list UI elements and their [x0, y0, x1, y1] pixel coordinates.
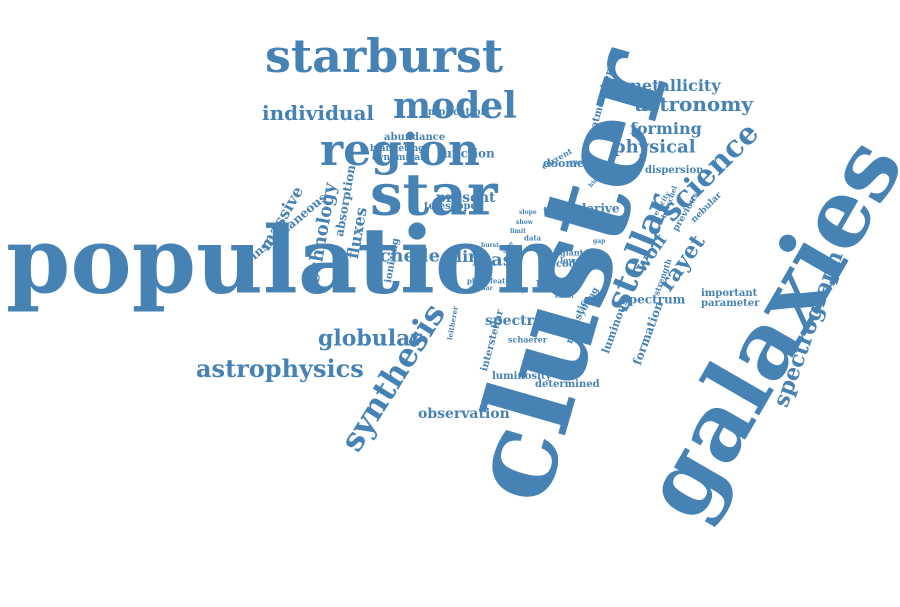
- word-blanketing: blanketing: [370, 143, 425, 154]
- word-starburst: starburst: [265, 29, 504, 84]
- word-ratio: ratio: [536, 275, 569, 290]
- word-determined: determined: [535, 379, 600, 390]
- word-lower: lower: [560, 255, 585, 266]
- word-luminosity: luminosity: [492, 371, 552, 382]
- word-similar: similar: [469, 285, 493, 293]
- word-star: star: [370, 160, 498, 229]
- word-dynamical: dynamical: [372, 152, 424, 163]
- word-spectra: spectra: [485, 312, 544, 329]
- word-astrophysics: astrophysics: [196, 353, 364, 383]
- word-effect: effect: [555, 293, 574, 301]
- word-dispersion: dispersion: [645, 165, 704, 176]
- word-phase: phase: [467, 276, 490, 286]
- word-doomed: doomed: [543, 157, 592, 171]
- word-line: line: [456, 247, 490, 267]
- word-type: type: [543, 204, 572, 219]
- word-model: model: [393, 85, 517, 128]
- word-population: population: [6, 206, 564, 315]
- word-giant: giant: [560, 247, 584, 258]
- word-spectrum: spectrum: [622, 292, 686, 307]
- word-gap: gap: [593, 238, 606, 246]
- word-basic: basic: [594, 224, 612, 232]
- word-burst: burst: [481, 242, 499, 250]
- word-telescope: telescope: [424, 201, 477, 212]
- word-observation: observation: [418, 405, 510, 422]
- word-show: show: [516, 219, 533, 227]
- word-code: code: [556, 259, 583, 270]
- word-spectral: spectral: [569, 157, 601, 167]
- word-present: present: [436, 189, 496, 206]
- word-implication: implication: [424, 107, 488, 118]
- word-important: important: [701, 288, 758, 299]
- word-physical: physical: [613, 136, 696, 158]
- word-slope: slope: [519, 209, 537, 217]
- word-derive: derive: [578, 201, 620, 216]
- word-function: function: [438, 146, 495, 161]
- word-parameter: parameter: [701, 298, 760, 309]
- word-data: data: [524, 233, 542, 243]
- word-echelle: echelle: [368, 245, 441, 267]
- word-abundance: abundance: [384, 132, 446, 143]
- word-metallicity: metallicity: [625, 76, 721, 96]
- word-individual: individual: [262, 101, 375, 125]
- word-globular: globular: [318, 325, 422, 352]
- word-limit: limit: [510, 228, 526, 236]
- word-heavy: heavy: [506, 287, 526, 295]
- word-galaxies: galaxies: [621, 119, 900, 537]
- word-forming: forming: [630, 119, 702, 139]
- word-mas: mas: [472, 249, 513, 271]
- word-astronomy: astronomy: [635, 92, 753, 116]
- word-region: region: [320, 124, 480, 176]
- word-schaerer: schaerer: [508, 334, 547, 345]
- word-feature: feature: [490, 276, 519, 286]
